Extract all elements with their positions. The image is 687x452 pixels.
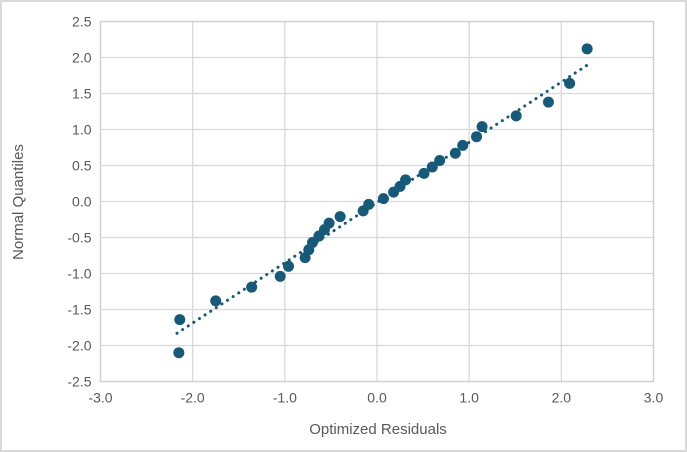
- data-point: [418, 167, 430, 179]
- y-axis-title-text: Normal Quantiles: [10, 144, 27, 260]
- y-tick-label: 2.0: [72, 50, 92, 66]
- y-tick-label: -2.0: [67, 338, 91, 354]
- y-tick-label: -0.5: [67, 230, 91, 246]
- x-tick-label: -2.0: [181, 390, 205, 406]
- data-point: [334, 211, 346, 223]
- y-tick-label: 0.5: [72, 158, 92, 174]
- x-tick-label: 1.0: [459, 390, 479, 406]
- x-axis-title: Optimized Residuals: [101, 421, 655, 438]
- data-point: [476, 121, 488, 133]
- data-point: [377, 193, 389, 205]
- x-tick-label: 2.0: [552, 390, 572, 406]
- data-point: [246, 281, 258, 293]
- data-point: [274, 270, 286, 282]
- trendline: [175, 62, 591, 335]
- data-point: [434, 154, 446, 166]
- x-tick-label: 3.0: [644, 390, 664, 406]
- y-tick-label: 1.0: [72, 122, 92, 138]
- data-point: [581, 43, 593, 55]
- data-point: [174, 314, 186, 326]
- data-point: [283, 260, 295, 272]
- data-point: [510, 110, 522, 122]
- plot-area-border: [99, 20, 655, 383]
- data-point: [564, 77, 576, 89]
- data-point: [449, 147, 461, 159]
- y-tick-label: 1.5: [72, 86, 92, 102]
- data-point: [173, 347, 185, 359]
- data-point: [210, 295, 222, 307]
- data-point: [363, 198, 375, 210]
- data-point: [323, 217, 335, 229]
- y-tick-label: 2.5: [72, 14, 92, 30]
- data-point: [400, 174, 412, 186]
- data-point: [542, 96, 554, 108]
- x-tick-label: -3.0: [88, 390, 112, 406]
- data-point: [457, 139, 469, 151]
- y-tick-label: 0.0: [72, 194, 92, 210]
- x-tick-label: -1.0: [273, 390, 297, 406]
- y-tick-label: -2.5: [67, 374, 91, 390]
- y-tick-label: -1.5: [67, 302, 91, 318]
- x-tick-label: 0.0: [367, 390, 387, 406]
- data-point: [471, 131, 483, 143]
- x-axis-title-text: Optimized Residuals: [309, 421, 447, 438]
- y-tick-label: -1.0: [67, 266, 91, 282]
- data-point: [426, 161, 438, 173]
